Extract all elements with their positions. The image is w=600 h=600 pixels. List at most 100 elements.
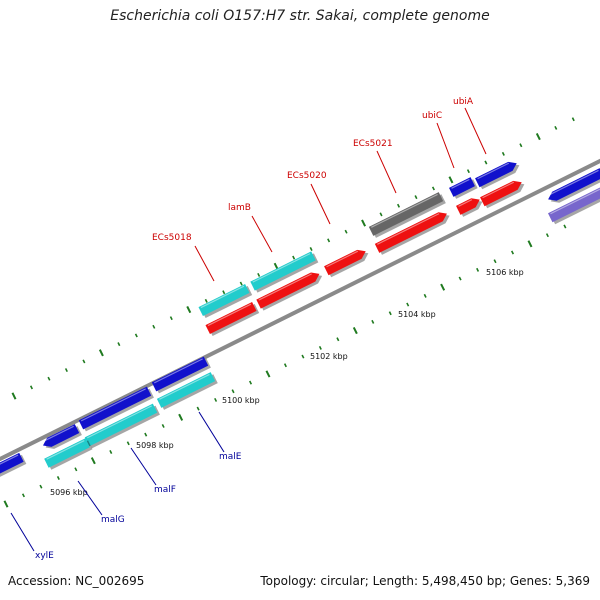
minor-tick [21, 493, 25, 498]
major-tick [361, 219, 367, 227]
scale-labels: 5096 kbp 5098 kbp 5100 kbp 5102 kbp 5104… [50, 268, 524, 497]
bottom-gene-leaders [10, 411, 225, 552]
gene-feature-highlight [0, 454, 19, 468]
gene-feature-red [205, 301, 260, 337]
gene-label-malf: malF [154, 485, 176, 495]
gene-feature-body [368, 192, 444, 236]
major-tick [90, 457, 96, 465]
gene-feature-blue [548, 168, 600, 203]
minor-tick [29, 385, 33, 390]
leader-ecs5020 [310, 183, 331, 225]
accession-text: Accession: NC_002695 [8, 574, 145, 588]
gene-feature-cyan [198, 283, 253, 319]
minor-tick [283, 363, 287, 368]
minor-tick [39, 484, 43, 489]
leader-malf [130, 447, 157, 486]
major-tick [11, 392, 17, 400]
minor-tick [257, 272, 261, 277]
major-tick [448, 176, 454, 184]
gene-feature-body [42, 424, 80, 447]
minor-tick [47, 376, 51, 381]
gene-feature-red [480, 180, 525, 209]
minor-tick [318, 345, 322, 350]
gene-feature-gray [368, 192, 446, 238]
gene-feature-body [156, 372, 216, 408]
top-gene-labels: ECs5018 lamB ECs5020 ECs5021 ubiC ubiA [152, 97, 474, 243]
leader-ubia [464, 107, 487, 155]
gene-feature-highlight [200, 285, 245, 309]
scale-label-5096: 5096 kbp [50, 488, 88, 497]
gene-feature-highlight [550, 187, 600, 215]
minor-tick [379, 212, 383, 217]
minor-tick [204, 298, 208, 303]
gene-label-malg: malG [101, 515, 125, 525]
map-title: Escherichia coli O157:H7 str. Sakai, com… [110, 8, 490, 24]
gene-feature-purple [548, 185, 600, 225]
major-tick [186, 305, 192, 314]
minor-tick [169, 316, 173, 321]
gene-feature-highlight [252, 253, 311, 283]
top-gene-leaders [194, 107, 487, 282]
major-tick [527, 240, 533, 248]
gene-feature-body [84, 403, 158, 447]
leader-malg [77, 480, 103, 516]
bottom-gene-labels: malE malF malG xylE [35, 452, 242, 561]
gene-label-ecs5020: ECs5020 [287, 171, 327, 181]
minor-tick [371, 319, 375, 324]
gene-label-male: malE [219, 452, 242, 462]
gene-feature-body [324, 249, 366, 276]
gene-feature-red [456, 198, 483, 217]
gene-feature-body [44, 438, 90, 468]
minor-tick [134, 333, 138, 338]
gene-feature-red [256, 272, 323, 311]
gene-feature-cyan [44, 438, 93, 470]
minor-tick [56, 476, 60, 480]
leader-ecs5021 [376, 150, 397, 194]
gene-feature-body [475, 161, 517, 188]
minor-tick [406, 302, 410, 307]
scale-label-5100: 5100 kbp [222, 396, 260, 405]
gene-feature-blue [449, 177, 478, 199]
gene-feature-body [256, 272, 320, 309]
gene-feature-highlight [371, 193, 438, 228]
minor-tick [231, 389, 235, 394]
gene-label-ubia: ubiA [453, 97, 474, 107]
gene-feature-blue [42, 424, 82, 449]
gene-label-ubic: ubiC [422, 111, 442, 121]
minor-tick [519, 143, 523, 148]
minor-tick [161, 423, 165, 428]
minor-tick [327, 238, 331, 243]
gene-feature-body [78, 386, 152, 430]
minor-tick [336, 337, 340, 342]
gene-feature-body [480, 180, 522, 207]
scale-label-5098: 5098 kbp [136, 441, 174, 450]
minor-tick [344, 229, 348, 234]
major-tick [98, 349, 104, 357]
gene-feature-highlight [377, 213, 440, 245]
minor-tick [144, 432, 148, 437]
gene-feature-highlight [458, 199, 473, 207]
gene-feature-blue [0, 452, 27, 478]
minor-tick [458, 276, 462, 281]
gene-feature-highlight [153, 358, 203, 384]
minor-tick [82, 359, 86, 364]
major-tick [3, 500, 9, 508]
minor-tick [545, 233, 549, 238]
gene-feature-body [456, 198, 480, 215]
leader-ecs5018 [194, 245, 215, 282]
gene-feature-body [151, 356, 209, 392]
gene-feature-highlight [548, 169, 599, 196]
gene-label-lamb: lamB [228, 203, 251, 213]
minor-tick [563, 224, 567, 229]
minor-tick [126, 441, 130, 446]
leader-ubic [436, 122, 455, 169]
minor-tick [466, 169, 470, 174]
major-tick [535, 132, 541, 141]
minor-tick [301, 354, 305, 359]
gene-feature-highlight [326, 250, 359, 268]
minor-tick [414, 195, 418, 200]
minor-tick [396, 203, 401, 208]
minor-tick [554, 125, 558, 130]
major-tick [265, 370, 271, 378]
